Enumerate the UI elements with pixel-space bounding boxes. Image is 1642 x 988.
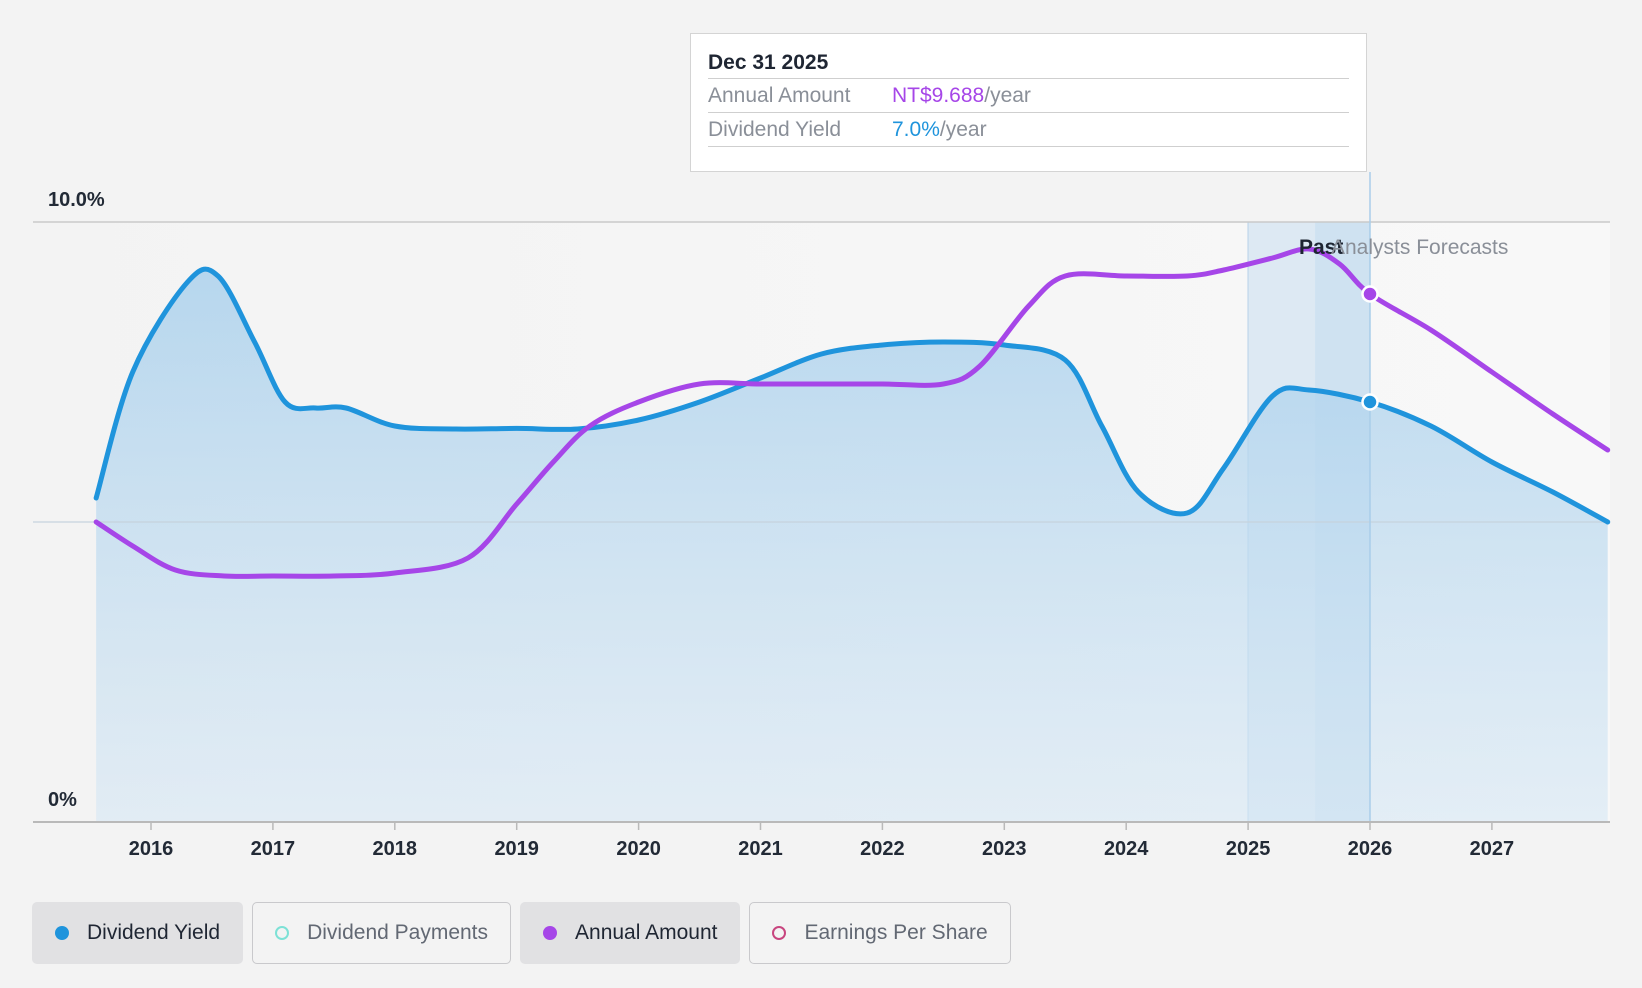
legend-annual-amount-label: Annual Amount	[575, 921, 718, 944]
dividend-yield-dot-icon	[55, 926, 69, 940]
tooltip-dividend-yield-row: Dividend Yield 7.0% /year	[708, 113, 1349, 147]
dividend-yield-line	[93, 266, 1611, 525]
tooltip-dividend-yield-unit: /year	[939, 118, 987, 141]
x-tick-label: 2022	[860, 838, 905, 860]
annual-amount-marker[interactable]	[1361, 285, 1379, 303]
earnings-per-share-ring-icon	[772, 926, 787, 940]
tooltip-annual-amount-value: NT$9.688	[892, 84, 985, 107]
x-tick-label: 2020	[616, 838, 661, 860]
tooltip-dividend-yield-label: Dividend Yield	[708, 118, 842, 141]
y-tick-label-bottom: 0%	[48, 789, 77, 811]
chart-legend: Dividend Yield Dividend Payments Annual …	[32, 902, 1011, 964]
tooltip-annual-amount-unit: /year	[984, 84, 1031, 107]
analysts-forecasts-label: Analysts Forecasts	[1331, 236, 1508, 259]
annual-amount-dot-icon	[543, 926, 558, 940]
legend-earnings-per-share-label: Earnings Per Share	[804, 921, 988, 944]
x-tick-label: 2026	[1348, 838, 1393, 860]
dividend-yield-marker[interactable]	[1361, 393, 1379, 411]
annual-amount-line	[93, 246, 1611, 579]
tooltip-annual-amount-row: Annual Amount NT$9.688 /year	[708, 79, 1349, 113]
x-tick-label: 2019	[494, 838, 539, 860]
legend-dividend-yield-label: Dividend Yield	[87, 921, 221, 944]
tooltip-date: Dec 31 2025	[708, 48, 1349, 79]
legend-annual-amount-button[interactable]: Annual Amount	[520, 902, 741, 964]
x-tick-label: 2016	[129, 838, 174, 860]
legend-dividend-payments-button[interactable]: Dividend Payments	[252, 902, 512, 964]
legend-dividend-payments-label: Dividend Payments	[307, 921, 489, 944]
legend-earnings-per-share-button[interactable]: Earnings Per Share	[749, 902, 1011, 964]
dividend-yield-area	[96, 269, 1608, 822]
legend-dividend-yield-button[interactable]: Dividend Yield	[32, 902, 244, 964]
x-tick-label: 2027	[1470, 838, 1515, 860]
past-label: Past	[1299, 236, 1343, 259]
x-tick-label: 2024	[1104, 838, 1149, 860]
x-tick-label: 2021	[738, 838, 783, 860]
x-tick-label: 2017	[251, 838, 296, 860]
chart-tooltip: Dec 31 2025 Annual Amount NT$9.688 /year…	[690, 33, 1367, 172]
x-tick-label: 2023	[982, 838, 1027, 860]
tooltip-annual-amount-label: Annual Amount	[708, 84, 851, 107]
y-tick-label-top: 10.0%	[48, 189, 105, 211]
x-tick-label: 2018	[373, 838, 418, 860]
x-tick-label: 2025	[1226, 838, 1271, 860]
tooltip-dividend-yield-value: 7.0%	[892, 118, 940, 141]
dividend-payments-ring-icon	[275, 926, 290, 940]
